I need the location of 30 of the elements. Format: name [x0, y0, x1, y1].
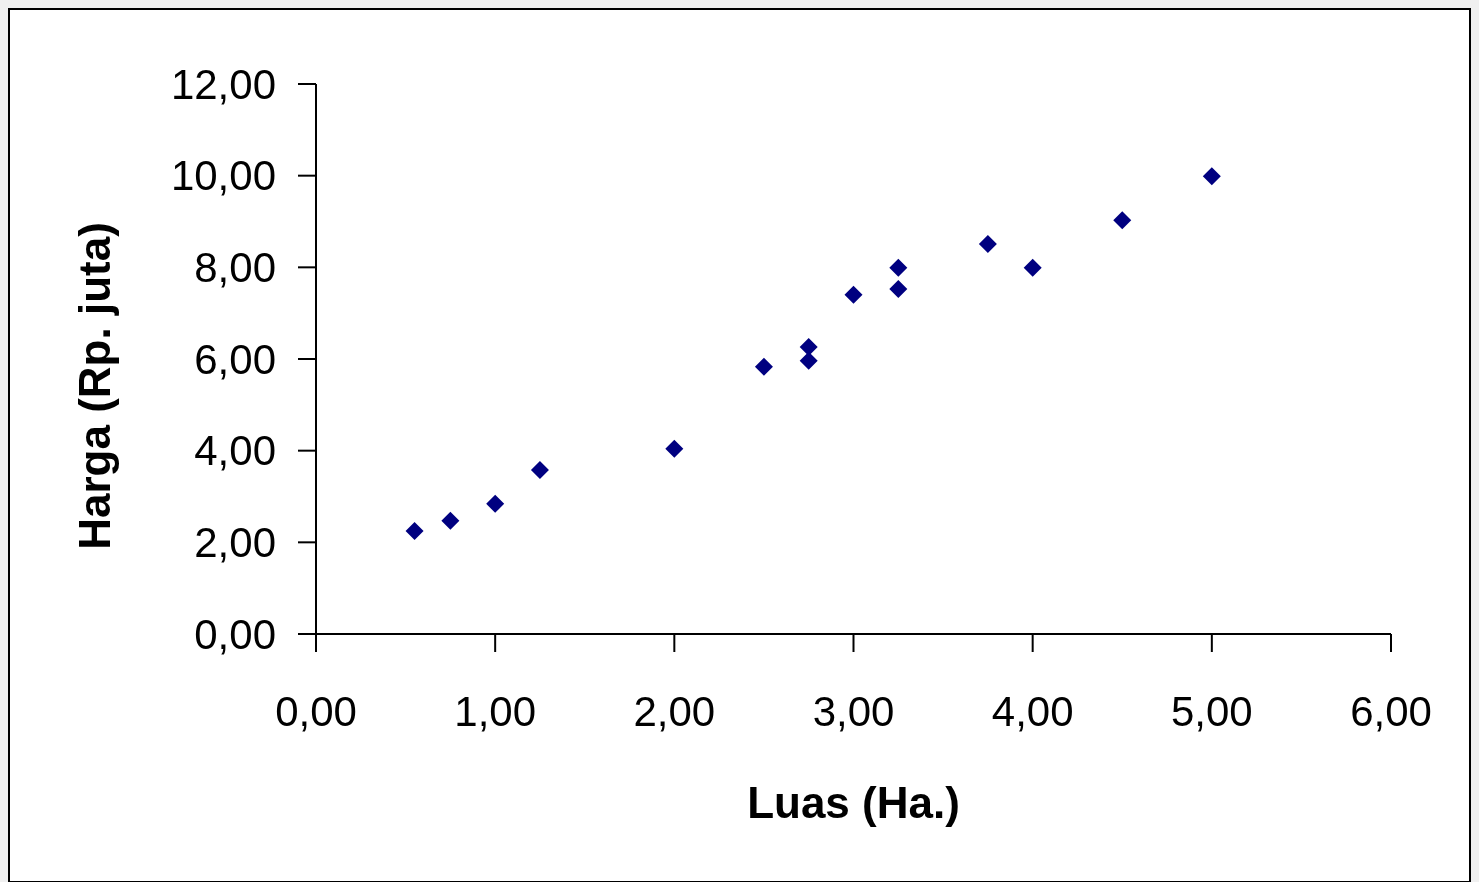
point	[1023, 258, 1042, 277]
x-tick-label: 2,00	[633, 688, 716, 735]
y-tick-label: 4,00	[194, 427, 276, 475]
point	[889, 279, 908, 298]
point	[441, 511, 460, 530]
y-tick-label: 2,00	[194, 519, 276, 567]
point	[665, 439, 684, 458]
point	[889, 258, 908, 277]
y-axis-title: Harga (Rp. juta)	[70, 222, 119, 550]
point	[530, 460, 549, 479]
point	[486, 494, 505, 513]
point	[1202, 167, 1221, 186]
x-axis-title: Luas (Ha.)	[747, 778, 960, 827]
y-tick-label: 0,00	[194, 610, 276, 658]
x-tick-label: 0,00	[275, 688, 357, 735]
x-tick-label: 1,00	[454, 688, 537, 735]
y-tick-label: 8,00	[194, 244, 276, 292]
y-tick-label: 6,00	[194, 335, 276, 383]
point	[405, 521, 424, 540]
point	[978, 234, 997, 253]
y-tick-label: 10,00	[170, 152, 276, 200]
point	[844, 285, 863, 304]
y-tick-label: 12,00	[170, 60, 276, 108]
x-tick-label: 5,00	[1170, 688, 1253, 735]
x-tick-label: 3,00	[812, 688, 895, 735]
point	[799, 351, 818, 370]
point	[754, 357, 773, 376]
x-tick-label: 6,00	[1350, 688, 1432, 735]
point	[1113, 211, 1132, 230]
x-tick-label: 4,00	[991, 688, 1074, 735]
